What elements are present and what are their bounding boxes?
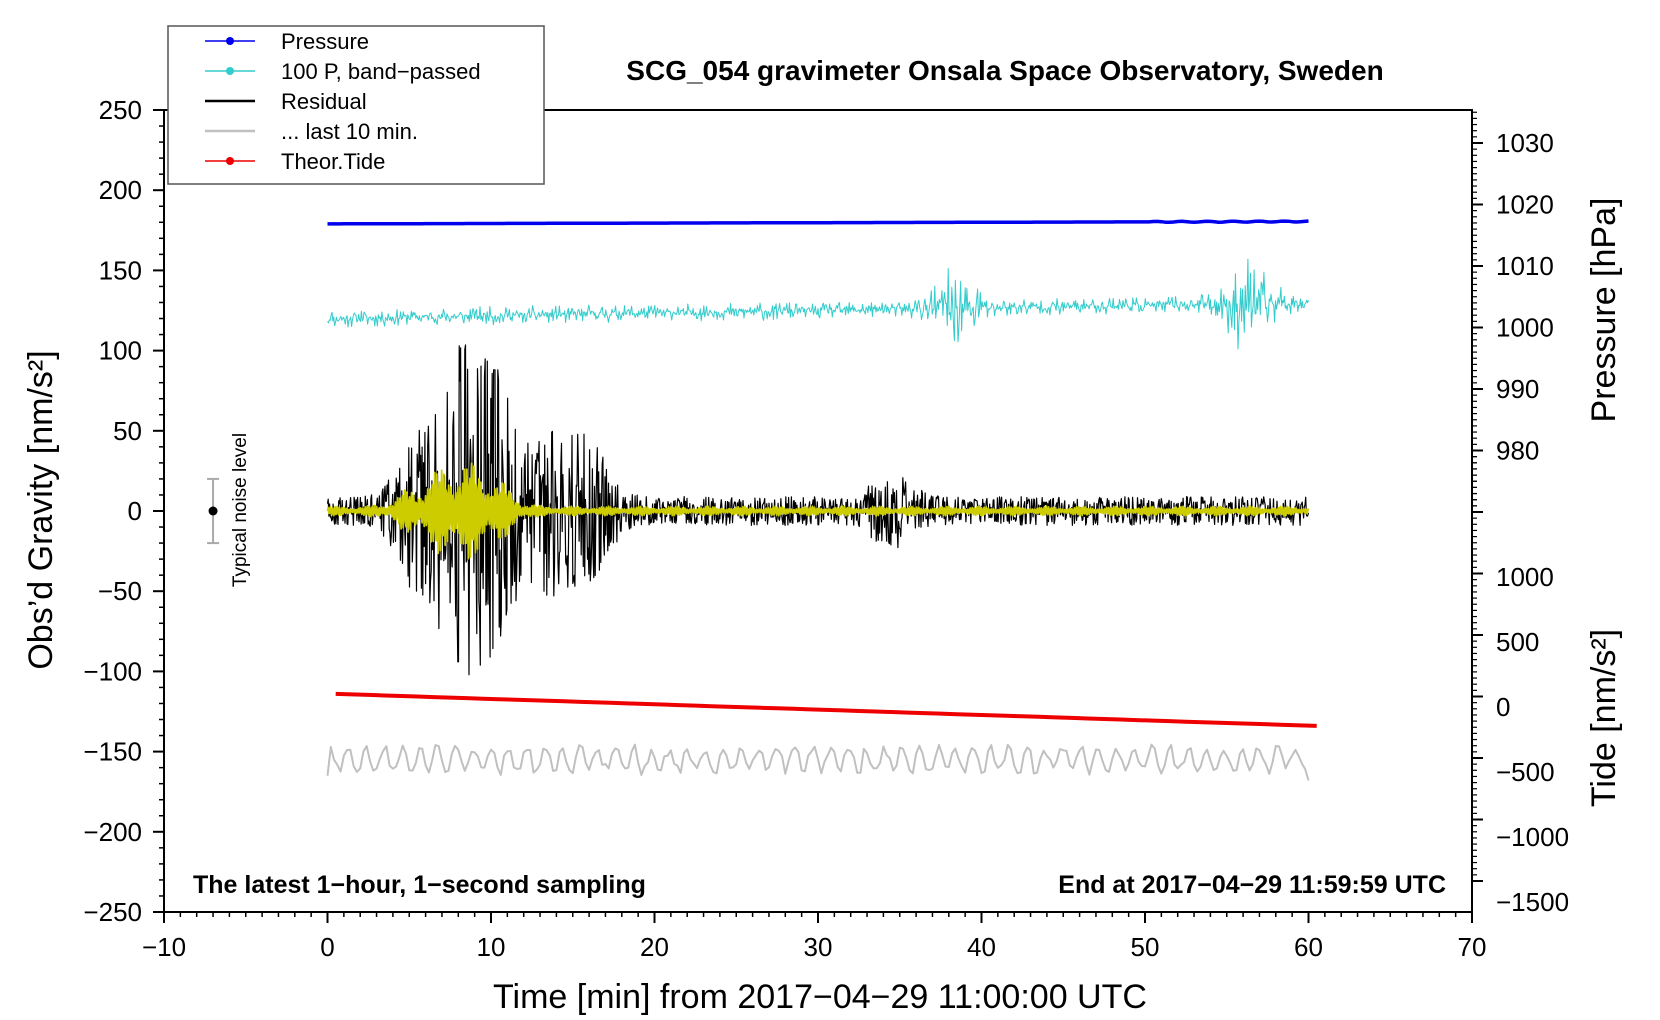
tide-tick-label: −1000: [1496, 822, 1569, 852]
legend-label: ... last 10 min.: [281, 119, 418, 144]
tide-tick-label: 0: [1496, 692, 1510, 722]
tide-tick-label: −1500: [1496, 887, 1569, 917]
x-tick-label: 70: [1458, 932, 1487, 962]
pressure-tick-label: 1000: [1496, 313, 1554, 343]
y-tick-label: 0: [128, 496, 142, 526]
legend-entry-last-10-min: ... last 10 min.: [205, 119, 418, 144]
pressure-tick-label: 1010: [1496, 251, 1554, 281]
y-tick-label: −150: [83, 737, 142, 767]
x-axis: −10 0 10 20 30 40 50 60 70: [142, 912, 1487, 962]
y-axis-tide-title: Tide [nm/s²]: [1585, 629, 1623, 807]
residual-series: [326, 344, 1310, 676]
y-tick-label: −50: [98, 576, 142, 606]
pressure-tick-label: 980: [1496, 436, 1539, 466]
theoretical-tide-series: [335, 691, 1317, 728]
series-layer: [326, 219, 1317, 781]
sampling-note: The latest 1−hour, 1−second sampling: [193, 871, 646, 899]
legend-label: Pressure: [281, 29, 369, 54]
x-tick-label: 40: [967, 932, 996, 962]
last-10-min-series: [326, 743, 1310, 781]
y-tick-label: 50: [113, 416, 142, 446]
y-tick-label: 150: [99, 255, 142, 285]
noise-level-label: Typical noise level: [230, 433, 251, 587]
legend-entry-pressure: Pressure: [205, 29, 369, 54]
legend: Pressure 100 P, band−passed Residual ...…: [167, 25, 545, 185]
x-tick-label: 10: [477, 932, 506, 962]
end-time-note: End at 2017−04−29 11:59:59 UTC: [1058, 871, 1446, 899]
legend-label: 100 P, band−passed: [281, 59, 481, 84]
tide-tick-label: 500: [1496, 627, 1539, 657]
x-tick-label: 20: [640, 932, 669, 962]
y-tick-label: −200: [83, 817, 142, 847]
y-tick-label: 100: [99, 336, 142, 366]
y-tick-label: −250: [83, 897, 142, 927]
legend-marker: [226, 37, 234, 45]
noise-level-indicator: [207, 477, 220, 545]
x-tick-label: 60: [1294, 932, 1323, 962]
tide-tick-label: 1000: [1496, 562, 1554, 592]
y-axis-pressure-title: Pressure [hPa]: [1585, 198, 1623, 423]
pressure-tick-label: 990: [1496, 374, 1539, 404]
pressure-tick-label: 1020: [1496, 190, 1554, 220]
y-tick-label: 200: [99, 175, 142, 205]
band-passed-pressure-series: [327, 258, 1309, 350]
x-tick-label: 50: [1131, 932, 1160, 962]
pressure-tick-label: 1030: [1496, 128, 1554, 158]
tide-tick-label: −500: [1496, 757, 1555, 787]
y-axis-pressure: 1030 1020 1010 1000 990 980: [1472, 111, 1554, 882]
legend-entry-theor-tide: Theor.Tide: [205, 149, 385, 174]
legend-entry-residual: Residual: [205, 89, 367, 114]
x-axis-title: Time [min] from 2017−04−29 11:00:00 UTC: [493, 978, 1147, 1016]
x-tick-label: 30: [804, 932, 833, 962]
legend-marker: [226, 67, 234, 75]
chart-title: SCG_054 gravimeter Onsala Space Observat…: [626, 55, 1383, 86]
legend-label: Residual: [281, 89, 367, 114]
pressure-series: [327, 219, 1309, 226]
y-axis-left-title: Obs’d Gravity [nm/s²]: [22, 350, 60, 669]
y-axis-left: 250 200 150 100 50 0 −50 −100 −150 −200 −250: [83, 95, 164, 927]
legend-label: Theor.Tide: [281, 149, 385, 174]
noise-center-dot: [208, 506, 218, 516]
legend-entry-band-passed: 100 P, band−passed: [205, 59, 481, 84]
y-tick-label: −100: [83, 656, 142, 686]
x-tick-label: 0: [320, 932, 334, 962]
y-axis-tide: 1000 500 0 −500 −1000 −1500: [1496, 562, 1569, 917]
y-tick-label: 250: [99, 95, 142, 125]
x-tick-label: −10: [142, 932, 186, 962]
legend-marker: [226, 157, 234, 165]
residual-filtered-series: [326, 462, 1310, 560]
